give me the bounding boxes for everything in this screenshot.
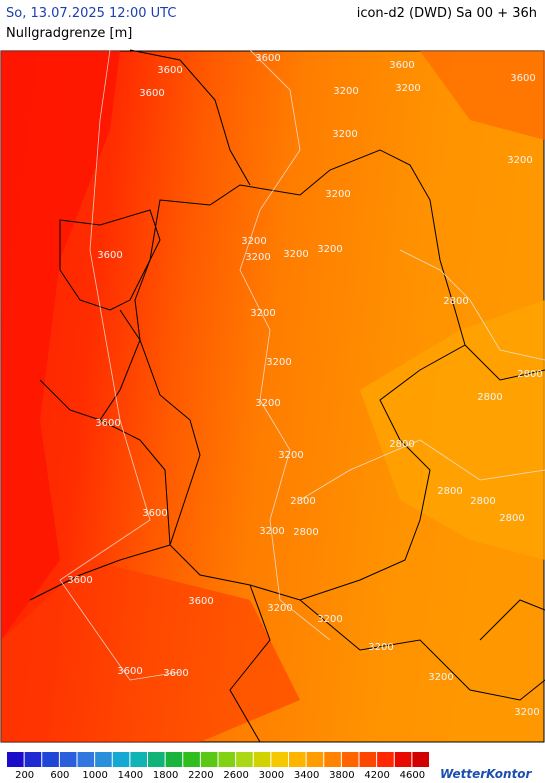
contour-label: 3200	[368, 642, 393, 653]
contour-label: 3600	[117, 666, 142, 677]
colorbar-box	[377, 752, 394, 767]
colorbar-box	[24, 752, 42, 767]
logo: WetterKontor	[440, 767, 533, 781]
colorbar-label: 4600	[400, 770, 425, 781]
colorbar-box	[412, 752, 429, 767]
contour-label: 2800	[443, 296, 468, 307]
colorbar-box	[165, 752, 183, 767]
contour-label: 2800	[293, 527, 318, 538]
colorbar-box	[306, 752, 324, 767]
colorbar-box	[236, 752, 253, 767]
parameter: Nullgradgrenze [m]	[6, 26, 133, 41]
valid-time: So, 13.07.2025 12:00 UTC	[6, 6, 177, 21]
colorbar-box	[271, 752, 288, 767]
contour-label: 3600	[139, 88, 164, 99]
contour-label: 3200	[317, 614, 342, 625]
colorbar-box	[200, 752, 218, 767]
contour-label: 2800	[470, 496, 495, 507]
contour-label: 3200	[325, 189, 350, 200]
colorbar-box	[218, 752, 236, 767]
colorbar-box	[42, 752, 59, 767]
contour-label: 2800	[290, 496, 315, 507]
contour-label: 2800	[389, 439, 414, 450]
contour-label: 2800	[477, 392, 502, 403]
colorbar-box	[7, 752, 24, 767]
contour-label: 3200	[245, 252, 270, 263]
colorbar-label: 600	[50, 770, 69, 781]
colorbar-box	[183, 752, 200, 767]
contour-label: 3600	[67, 575, 92, 586]
contour-label: 2800	[517, 369, 542, 380]
colorbar-box	[59, 752, 77, 767]
contour-label: 3600	[97, 250, 122, 261]
colorbar-box	[95, 752, 112, 767]
colorbar-label: 3800	[329, 770, 354, 781]
colorbar-box	[341, 752, 359, 767]
contour-label: 3200	[395, 83, 420, 94]
colorbar-label: 3400	[294, 770, 319, 781]
contour-label: 3200	[514, 707, 539, 718]
contour-label: 3200	[507, 155, 532, 166]
colorbar-label: 1000	[82, 770, 107, 781]
contour-label: 3200	[259, 526, 284, 537]
contour-label: 2800	[437, 486, 462, 497]
colorbar-box	[253, 752, 271, 767]
colorbar-box	[130, 752, 147, 767]
contour-label: 3600	[157, 65, 182, 76]
colorbar-label: 1400	[118, 770, 143, 781]
contour-label: 2800	[499, 513, 524, 524]
contour-label: 3600	[255, 53, 280, 64]
colorbar-box	[394, 752, 412, 767]
contour-label: 3600	[163, 668, 188, 679]
colorbar-box	[324, 752, 341, 767]
contour-label: 3600	[188, 596, 213, 607]
colorbar-box	[359, 752, 377, 767]
contour-label: 3200	[278, 450, 303, 461]
contour-label: 3200	[317, 244, 342, 255]
colorbar-label: 4200	[364, 770, 389, 781]
contour-label: 3200	[255, 398, 280, 409]
contour-label: 3200	[241, 236, 266, 247]
contour-labels: 3600 3600 3600 3600 3600 3600 3600 3600 3600 3600…	[67, 53, 542, 718]
contour-label: 3200	[266, 357, 291, 368]
colorbar-box	[148, 752, 165, 767]
contour-label: 3200	[267, 603, 292, 614]
contour-label: 3200	[332, 129, 357, 140]
colorbar-box	[289, 752, 306, 767]
colorbar-box	[77, 752, 95, 767]
colorbar-label: 2200	[188, 770, 213, 781]
contour-label: 3600	[95, 418, 120, 429]
contour-label: 3200	[250, 308, 275, 319]
contour-label: 3200	[428, 672, 453, 683]
colorbar-label: 2600	[223, 770, 248, 781]
contour-label: 3600	[142, 508, 167, 519]
colorbar-box	[112, 752, 130, 767]
contour-label: 3600	[510, 73, 535, 84]
contour-label: 3200	[283, 249, 308, 260]
colorbar-label: 1800	[153, 770, 178, 781]
model-run: icon-d2 (DWD) Sa 00 + 36h	[356, 6, 537, 21]
colorbar-label: 200	[15, 770, 34, 781]
contour-label: 3200	[333, 86, 358, 97]
colorbar-label: 3000	[259, 770, 284, 781]
colorbar: 200 600 1000 1400 1800 2200 2600 3000 3400 3800 42…	[7, 752, 429, 781]
map-field	[0, 49, 545, 743]
contour-label: 3600	[389, 60, 414, 71]
